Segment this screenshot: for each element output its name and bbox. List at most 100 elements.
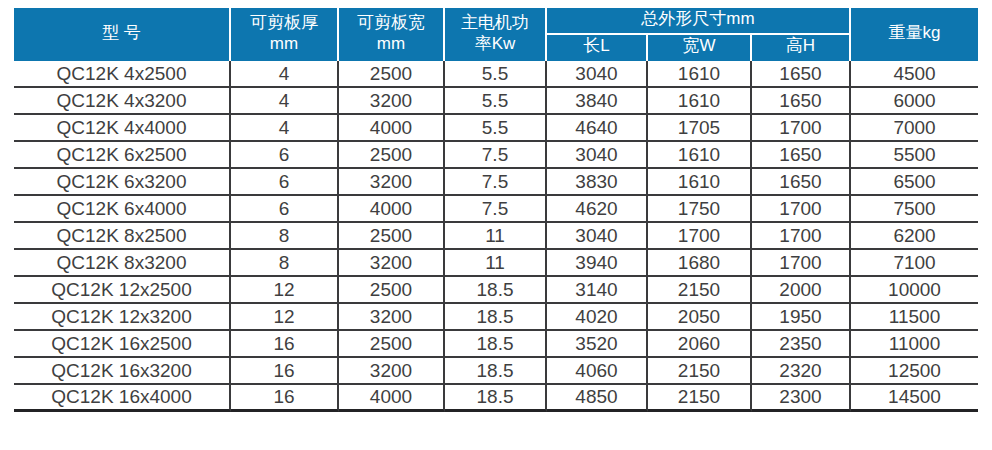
dim-height-header: 高H [752, 35, 851, 61]
table-row: QC12K 6x3200632007.53830161016506500 [14, 169, 978, 196]
table-row: QC12K 4x4000440005.54640170517007000 [14, 115, 978, 142]
sheet-width-cell: 3200 [339, 250, 445, 277]
power-cell: 18.5 [445, 304, 547, 331]
power-cell: 7.5 [445, 169, 547, 196]
sheet-width-header: 可剪板宽 mm [339, 8, 445, 61]
height-cell: 1950 [752, 304, 851, 331]
power-cell: 11 [445, 250, 547, 277]
sheet-width-cell: 3200 [339, 304, 445, 331]
weight-cell: 5500 [851, 142, 978, 169]
model-cell: QC12K 4x4000 [14, 115, 231, 142]
height-cell: 2000 [752, 277, 851, 304]
dim-width-cell: 1610 [648, 88, 752, 115]
model-cell: QC12K 12x3200 [14, 304, 231, 331]
thickness-cell: 6 [231, 196, 339, 223]
weight-cell: 14500 [851, 385, 978, 412]
dim-width-cell: 1705 [648, 115, 752, 142]
power-cell: 5.5 [445, 115, 547, 142]
table-row: QC12K 12x250012250018.531402150200010000 [14, 277, 978, 304]
spec-table-header: 型 号 可剪板厚 mm 可剪板宽 mm 主电机功 率Kw 总外形尺寸mm 重量k… [14, 8, 978, 61]
sheet-width-cell: 2500 [339, 331, 445, 358]
power-cell: 18.5 [445, 331, 547, 358]
thickness-cell: 6 [231, 142, 339, 169]
catalog-page: 型 号 可剪板厚 mm 可剪板宽 mm 主电机功 率Kw 总外形尺寸mm 重量k… [0, 0, 992, 450]
sheet-width-header-line1: 可剪板宽 [339, 13, 443, 34]
thickness-cell: 4 [231, 115, 339, 142]
length-cell: 3040 [547, 223, 648, 250]
dim-width-cell: 2050 [648, 304, 752, 331]
model-cell: QC12K 8x3200 [14, 250, 231, 277]
dim-width-cell: 2150 [648, 358, 752, 385]
table-row: QC12K 6x2500625007.53040161016505500 [14, 142, 978, 169]
model-cell: QC12K 4x3200 [14, 88, 231, 115]
sheet-width-cell: 3200 [339, 169, 445, 196]
table-row: QC12K 4x3200432005.53840161016506000 [14, 88, 978, 115]
model-cell: QC12K 16x4000 [14, 385, 231, 412]
power-cell: 18.5 [445, 358, 547, 385]
weight-cell: 10000 [851, 277, 978, 304]
height-cell: 2320 [752, 358, 851, 385]
thickness-cell: 6 [231, 169, 339, 196]
dim-width-header: 宽W [648, 35, 752, 61]
length-cell: 4850 [547, 385, 648, 412]
table-row: QC12K 16x400016400018.548502150230014500 [14, 385, 978, 412]
model-cell: QC12K 6x2500 [14, 142, 231, 169]
thickness-cell: 4 [231, 61, 339, 88]
thickness-header: 可剪板厚 mm [231, 8, 339, 61]
thickness-cell: 12 [231, 304, 339, 331]
height-cell: 1700 [752, 196, 851, 223]
weight-cell: 7000 [851, 115, 978, 142]
height-cell: 1650 [752, 142, 851, 169]
length-cell: 4640 [547, 115, 648, 142]
power-cell: 11 [445, 223, 547, 250]
length-cell: 3040 [547, 61, 648, 88]
dimensions-group-header: 总外形尺寸mm [547, 8, 851, 35]
weight-cell: 7500 [851, 196, 978, 223]
length-cell: 4020 [547, 304, 648, 331]
thickness-cell: 8 [231, 250, 339, 277]
sheet-width-cell: 2500 [339, 61, 445, 88]
height-cell: 2300 [752, 385, 851, 412]
sheet-width-cell: 3200 [339, 88, 445, 115]
length-cell: 3040 [547, 142, 648, 169]
dim-width-cell: 2150 [648, 385, 752, 412]
model-header: 型 号 [14, 8, 231, 61]
weight-cell: 6200 [851, 223, 978, 250]
height-cell: 2350 [752, 331, 851, 358]
table-row: QC12K 16x250016250018.535202060235011000 [14, 331, 978, 358]
power-cell: 18.5 [445, 277, 547, 304]
sheet-width-cell: 3200 [339, 358, 445, 385]
thickness-header-line2: mm [231, 34, 337, 55]
model-cell: QC12K 6x3200 [14, 169, 231, 196]
motor-power-header: 主电机功 率Kw [445, 8, 547, 61]
model-cell: QC12K 16x3200 [14, 358, 231, 385]
weight-cell: 12500 [851, 358, 978, 385]
table-row: QC12K 4x2500425005.53040161016504500 [14, 61, 978, 88]
thickness-cell: 16 [231, 385, 339, 412]
motor-power-header-line1: 主电机功 [445, 13, 545, 34]
dim-width-cell: 1750 [648, 196, 752, 223]
length-cell: 3830 [547, 169, 648, 196]
height-cell: 1650 [752, 169, 851, 196]
sheet-width-cell: 2500 [339, 142, 445, 169]
weight-header: 重量kg [851, 8, 978, 61]
height-cell: 1650 [752, 88, 851, 115]
weight-cell: 4500 [851, 61, 978, 88]
weight-cell: 11500 [851, 304, 978, 331]
dim-length-header: 长L [547, 35, 648, 61]
thickness-cell: 8 [231, 223, 339, 250]
weight-cell: 6500 [851, 169, 978, 196]
model-cell: QC12K 4x2500 [14, 61, 231, 88]
thickness-cell: 4 [231, 88, 339, 115]
sheet-width-cell: 2500 [339, 223, 445, 250]
height-cell: 1700 [752, 115, 851, 142]
weight-cell: 11000 [851, 331, 978, 358]
sheet-width-cell: 4000 [339, 115, 445, 142]
height-cell: 1700 [752, 223, 851, 250]
power-cell: 7.5 [445, 142, 547, 169]
table-row: QC12K 8x250082500113040170017006200 [14, 223, 978, 250]
height-cell: 1650 [752, 61, 851, 88]
thickness-header-line1: 可剪板厚 [231, 13, 337, 34]
model-cell: QC12K 8x2500 [14, 223, 231, 250]
power-cell: 5.5 [445, 88, 547, 115]
